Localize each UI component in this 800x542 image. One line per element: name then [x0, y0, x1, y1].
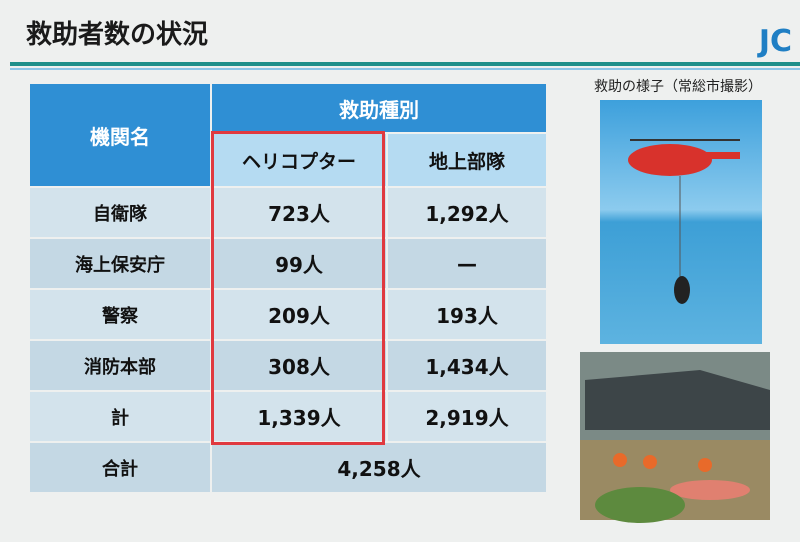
count-cell: 1,434人: [386, 339, 548, 392]
count-cell: 209人: [210, 288, 388, 341]
table-row: 海上保安庁 99人 —: [28, 237, 548, 290]
helicopter: [628, 144, 712, 176]
total-row: 合計 4,258人: [28, 441, 548, 494]
boat: [670, 480, 750, 500]
subheader-cell: ヘリコプター: [210, 132, 388, 188]
highlight-box: [211, 131, 385, 445]
foliage: [595, 487, 685, 523]
header-cell: 救助種別: [210, 82, 548, 134]
agency-cell: 警察: [28, 288, 212, 341]
rescue-table: 機関名 救助種別 ヘリコプター 地上部隊 自衛隊 723人 1,292人 海上保安庁 9…: [28, 82, 548, 494]
count-cell: 193人: [386, 288, 548, 341]
rescuer: [698, 458, 712, 472]
count-cell: 99人: [210, 237, 388, 290]
table-row: 警察 209人 193人: [28, 288, 548, 341]
count-cell: 1,292人: [386, 186, 548, 239]
slide-title: 救助者数の状況: [26, 20, 209, 50]
agency-cell: 自衛隊: [28, 186, 212, 239]
roof: [585, 370, 770, 430]
helicopter-photo: [600, 100, 762, 344]
photo-caption: 救助の様子（常総市撮影）: [594, 79, 762, 95]
agency-cell: 消防本部: [28, 339, 212, 392]
count-cell: 4,258人: [210, 441, 548, 494]
count-cell: 2,919人: [386, 390, 548, 443]
agency-cell: 計: [28, 390, 212, 443]
count-cell: —: [386, 237, 548, 290]
title-rule: [10, 68, 800, 70]
rescuer: [613, 453, 627, 467]
header-cell: 機関名: [28, 82, 212, 188]
table-row: 計 1,339人 2,919人: [28, 390, 548, 443]
agency-cell: 海上保安庁: [28, 237, 212, 290]
logo: JC: [758, 24, 792, 59]
rescuer: [674, 276, 690, 304]
helicopter-tail: [700, 152, 740, 159]
rescuer: [643, 455, 657, 469]
subheader-cell: 地上部隊: [386, 132, 548, 188]
agency-cell: 合計: [28, 441, 212, 494]
table-row: 消防本部 308人 1,434人: [28, 339, 548, 392]
title-rule: [10, 62, 800, 66]
